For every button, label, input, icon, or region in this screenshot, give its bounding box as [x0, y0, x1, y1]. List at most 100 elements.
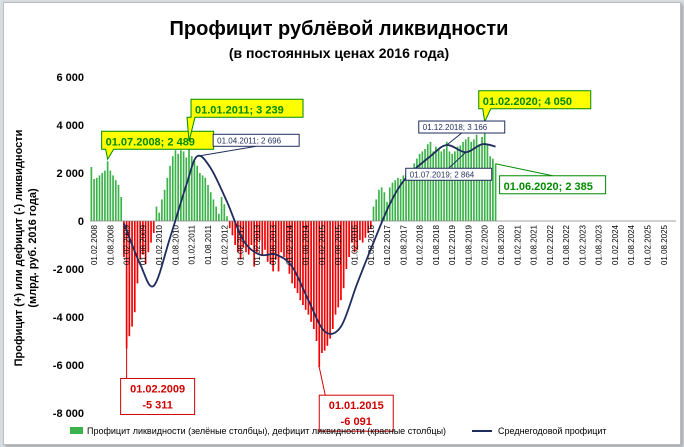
surplus-bar — [199, 173, 201, 221]
deficit-bar — [231, 221, 234, 236]
x-tick-label: 01.08.2012 — [237, 224, 246, 265]
surplus-bar — [188, 143, 190, 221]
deficit-bar — [345, 221, 348, 269]
annotation-red-box: 01.01.2015 -6 091 — [318, 367, 394, 432]
x-tick-label: 01.08.2014 — [302, 224, 311, 265]
chart-subtitle: (в постоянных ценах 2016 года) — [229, 45, 449, 61]
deficit-bar — [367, 221, 369, 233]
y-tick-label: -4 000 — [53, 312, 84, 324]
surplus-bar — [445, 141, 448, 221]
annotation-label: -6 091 — [341, 416, 372, 428]
annotation-label: 01.01.2011; 3 239 — [195, 104, 284, 116]
x-tick-label: 01.08.2011 — [204, 224, 213, 264]
x-tick-label: 01.02.2020 — [481, 224, 490, 265]
surplus-bar — [375, 199, 378, 221]
x-tick-label: 01.02.2011 — [188, 224, 197, 264]
deficit-bar — [323, 221, 326, 351]
surplus-bar — [201, 175, 204, 221]
surplus-bar — [407, 175, 410, 221]
deficit-bar — [283, 221, 285, 257]
surplus-bar — [114, 180, 117, 221]
surplus-bar — [432, 151, 435, 221]
deficit-bar — [307, 221, 310, 315]
annotation-label: 01.02.2020; 4 050 — [483, 96, 572, 108]
surplus-bar — [426, 144, 429, 221]
deficit-bar — [242, 221, 245, 248]
x-tick-label: 01.02.2018 — [416, 224, 425, 265]
surplus-bar — [413, 163, 416, 221]
deficit-bar — [266, 221, 269, 262]
x-tick-label: 01.02.2024 — [611, 224, 620, 265]
annotation-box — [418, 120, 506, 134]
surplus-bar — [193, 161, 196, 221]
x-axis-ticks: 01.02.2008 01.08.2008 01.02.2009 01.08.2009… — [90, 224, 669, 265]
x-tick-label: 01.02.2016 — [351, 224, 360, 265]
annotation-label: -5 311 — [142, 399, 173, 411]
surplus-bar — [182, 151, 185, 221]
y-tick-label: 6 000 — [56, 72, 84, 84]
deficit-bar — [293, 221, 296, 289]
surplus-bar — [207, 185, 209, 221]
surplus-bar — [391, 182, 394, 221]
y-tick-label: -6 000 — [53, 360, 84, 372]
surplus-bar — [378, 189, 380, 221]
y-axis-ticks: 6 000 4 000 2 000 0 -2 000 -4 000 -6 000 -8 000 — [53, 72, 84, 420]
chart-frame: Профицит рублёвой ликвидности (в постоян… — [3, 2, 681, 445]
annotation-label: 01.02.2009 — [130, 383, 185, 395]
deficit-bar — [269, 221, 272, 265]
surplus-bar — [418, 153, 421, 221]
deficit-bar — [234, 221, 236, 245]
annotation-label: 01.01.2015 — [329, 400, 384, 412]
surplus-bar — [494, 163, 497, 221]
annotation-label: 01.06.2020; 2 385 — [504, 181, 593, 193]
surplus-bar — [95, 177, 98, 221]
annotation-line-box: 01.04.2011; 2 696 — [197, 133, 300, 157]
surplus-bar — [435, 146, 437, 221]
x-tick-label: 01.08.2019 — [464, 224, 473, 265]
surplus-bar — [394, 180, 397, 221]
annotation-green-box: 01.06.2020; 2 385 — [495, 163, 607, 195]
surplus-bar — [209, 192, 212, 221]
deficit-bar — [291, 221, 293, 284]
surplus-bar — [397, 177, 399, 221]
surplus-bar — [492, 158, 494, 221]
deficit-bar — [258, 221, 261, 241]
annotation-leader — [318, 367, 326, 396]
surplus-bar — [402, 175, 405, 221]
surplus-bar — [177, 153, 180, 221]
x-tick-label: 01.08.2008 — [106, 224, 115, 265]
x-tick-label: 01.08.2021 — [530, 224, 539, 265]
y-tick-label: 4 000 — [56, 120, 84, 132]
annotation-box — [405, 167, 493, 181]
deficit-bar — [321, 221, 323, 353]
x-tick-label: 01.08.2025 — [660, 224, 669, 265]
x-tick-label: 01.02.2013 — [253, 224, 262, 265]
surplus-bar — [112, 175, 114, 221]
deficit-bar — [342, 221, 345, 289]
x-tick-label: 01.02.2022 — [546, 224, 555, 265]
annotation-box — [120, 377, 196, 415]
x-tick-label: 01.02.2019 — [448, 224, 457, 265]
surplus-bar — [486, 144, 489, 221]
x-tick-label: 01.08.2013 — [269, 224, 278, 265]
surplus-bar — [456, 146, 459, 221]
surplus-bar — [106, 161, 109, 221]
annotation-leader — [448, 151, 467, 169]
deficit-bar — [250, 221, 253, 245]
surplus-bar — [429, 141, 432, 221]
y-tick-label: 0 — [78, 216, 84, 228]
surplus-bar — [410, 168, 413, 221]
deficit-bar — [299, 221, 302, 301]
y-tick-label: -2 000 — [53, 264, 84, 276]
deficit-bar — [353, 221, 356, 253]
surplus-bar — [448, 151, 451, 221]
x-tick-label: 01.02.2017 — [383, 224, 392, 265]
deficit-bar — [128, 221, 131, 337]
deficit-bar — [125, 221, 128, 349]
surplus-bar — [443, 149, 445, 221]
surplus-bar — [405, 173, 407, 221]
surplus-bar — [220, 197, 223, 221]
surplus-bar — [215, 206, 217, 221]
surplus-bar — [372, 206, 375, 221]
surplus-bar — [120, 197, 123, 221]
